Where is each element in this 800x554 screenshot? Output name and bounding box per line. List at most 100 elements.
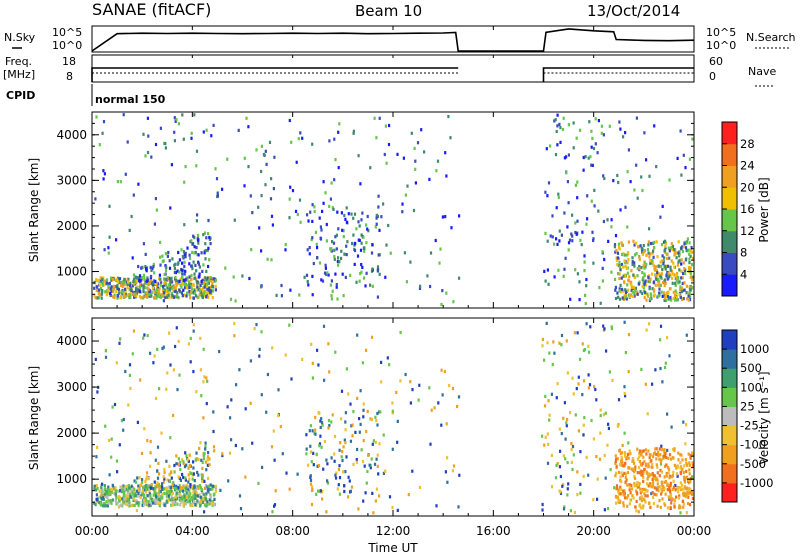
power-point: [96, 296, 99, 300]
velocity-point: [372, 511, 375, 515]
power-point: [666, 256, 669, 261]
velocity-point: [175, 462, 178, 466]
velocity-point: [156, 492, 160, 496]
velocity-point: [559, 449, 562, 453]
velocity-point: [616, 457, 619, 461]
velocity-point: [644, 488, 647, 492]
velocity-point: [321, 423, 324, 427]
power-point: [419, 284, 422, 288]
velocity-point: [175, 326, 178, 330]
power-point: [132, 279, 135, 283]
velocity-point: [178, 484, 181, 488]
velocity-point: [198, 446, 201, 451]
velocity-point: [642, 479, 645, 484]
power-point: [116, 284, 119, 288]
velocity-point: [658, 499, 661, 503]
velocity-point: [317, 363, 320, 367]
velocity-point: [603, 508, 606, 512]
power-point: [669, 265, 672, 269]
power-point: [142, 273, 145, 277]
power-point: [332, 207, 335, 211]
x-tick-label: 20:00: [576, 524, 611, 538]
x-tick-label: 16:00: [476, 524, 511, 538]
power-point: [378, 228, 381, 232]
power-point: [296, 212, 299, 217]
velocity-point: [384, 469, 387, 473]
velocity-point: [203, 479, 206, 483]
power-point: [688, 267, 691, 271]
power-point: [151, 286, 155, 290]
velocity-point: [606, 443, 609, 447]
velocity-point: [330, 420, 333, 424]
power-point: [575, 136, 578, 140]
power-point: [672, 261, 675, 265]
velocity-point: [685, 511, 688, 515]
velocity-point: [651, 382, 654, 386]
power-point: [555, 237, 558, 241]
velocity-point: [158, 493, 161, 497]
velocity-point: [230, 438, 233, 442]
velocity-point: [681, 467, 684, 471]
power-point: [588, 120, 591, 124]
power-point: [666, 294, 670, 299]
velocity-point: [585, 455, 588, 459]
velocity-point: [651, 495, 655, 499]
velocity-point: [619, 451, 622, 456]
velocity-point: [170, 494, 173, 498]
power-point: [592, 146, 596, 151]
power-point: [557, 195, 560, 200]
power-point: [129, 295, 132, 299]
power-point: [163, 288, 166, 292]
power-point: [190, 239, 193, 243]
velocity-point: [188, 477, 191, 481]
power-point: [333, 137, 336, 141]
power-point: [205, 291, 208, 295]
power-point: [184, 269, 187, 273]
velocity-point: [155, 396, 158, 400]
velocity-point: [599, 431, 602, 435]
velocity-point: [165, 459, 168, 463]
power-point: [624, 290, 627, 295]
power-point: [649, 292, 652, 296]
velocity-point: [202, 380, 205, 384]
velocity-point: [655, 476, 658, 480]
velocity-point: [109, 500, 113, 504]
power-point: [332, 241, 336, 245]
power-point: [674, 298, 677, 302]
velocity-point: [417, 398, 420, 402]
power-point: [559, 126, 562, 130]
velocity-point: [624, 452, 627, 456]
velocity-point: [633, 476, 637, 481]
power-point: [570, 232, 573, 236]
power-point: [197, 260, 200, 264]
velocity-point: [159, 498, 162, 502]
power-point: [371, 267, 374, 271]
power-point: [624, 274, 627, 278]
velocity-point: [544, 435, 547, 439]
power-point: [636, 292, 639, 296]
frequency-line: [542, 67, 694, 82]
velocity-point: [546, 461, 550, 465]
velocity-point: [174, 344, 177, 349]
velocity-point: [211, 487, 214, 491]
power-point: [100, 292, 103, 296]
power-point: [656, 279, 660, 283]
velocity-point: [619, 485, 622, 489]
velocity-point: [196, 494, 199, 498]
power-point: [361, 211, 364, 215]
power-point: [579, 128, 582, 132]
power-point: [684, 272, 687, 276]
velocity-point: [169, 363, 172, 367]
velocity-point: [688, 468, 691, 472]
velocity-point: [203, 510, 206, 514]
power-point: [618, 120, 621, 124]
velocity-point: [646, 477, 649, 481]
velocity-point: [556, 462, 559, 466]
power-point: [298, 198, 302, 202]
velocity-point: [108, 438, 111, 442]
velocity-point: [685, 461, 688, 465]
power-point: [544, 279, 547, 283]
velocity-point: [341, 450, 344, 454]
power-point: [105, 281, 108, 285]
power-point: [642, 280, 645, 284]
